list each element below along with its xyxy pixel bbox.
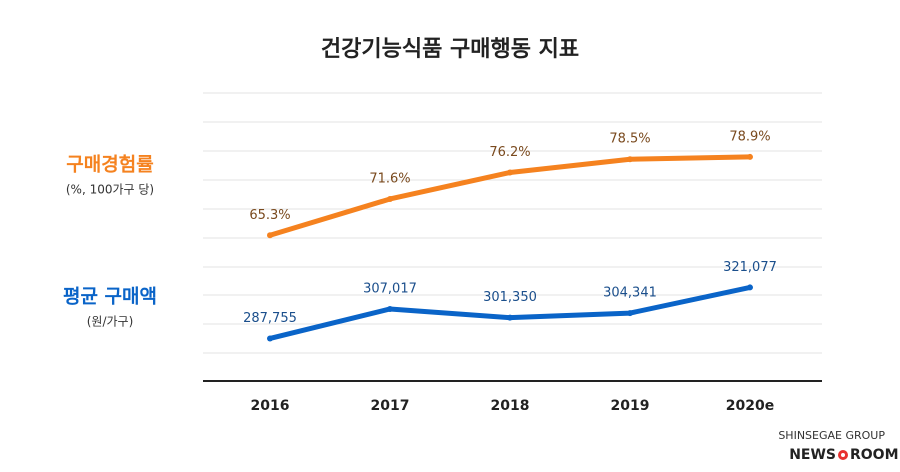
x-tick-label: 2020e (726, 398, 774, 414)
chart-title: 건강기능식품 구매행동 지표 (321, 37, 579, 62)
point (627, 310, 633, 317)
value-label: 321,077 (723, 260, 777, 275)
point (267, 335, 273, 342)
x-tick-label: 2016 (251, 398, 290, 414)
point (267, 232, 273, 239)
point (507, 169, 513, 176)
value-label: 65.3% (249, 208, 290, 223)
value-label: 76.2% (489, 145, 530, 160)
value-label: 301,350 (483, 290, 537, 305)
series-name: 구매경험률 (66, 154, 153, 176)
series-unit: (%, 100가구 당) (66, 183, 154, 197)
footer-room: ROOM (850, 447, 899, 463)
point (627, 156, 633, 163)
series-line (269, 154, 751, 238)
value-label: 304,341 (603, 286, 657, 301)
series-name: 평균 구매액 (63, 286, 157, 308)
footer-group: SHINSEGAE GROUP (778, 429, 885, 442)
x-tick-label: 2019 (611, 398, 650, 414)
x-tick-label: 2018 (491, 398, 530, 414)
value-label: 71.6% (369, 171, 410, 186)
point (387, 305, 393, 312)
point (747, 284, 753, 291)
point (507, 314, 513, 321)
logo-flower (838, 450, 848, 460)
grid (203, 92, 822, 382)
footer-news: NEWS (789, 447, 836, 463)
point (387, 195, 393, 202)
series-unit: (원/가구) (87, 315, 134, 329)
value-label: 78.5% (609, 132, 650, 147)
value-label: 287,755 (243, 311, 297, 326)
point (747, 153, 753, 160)
value-label: 78.9% (729, 129, 770, 144)
value-label: 307,017 (363, 281, 417, 296)
x-tick-label: 2017 (371, 398, 410, 414)
